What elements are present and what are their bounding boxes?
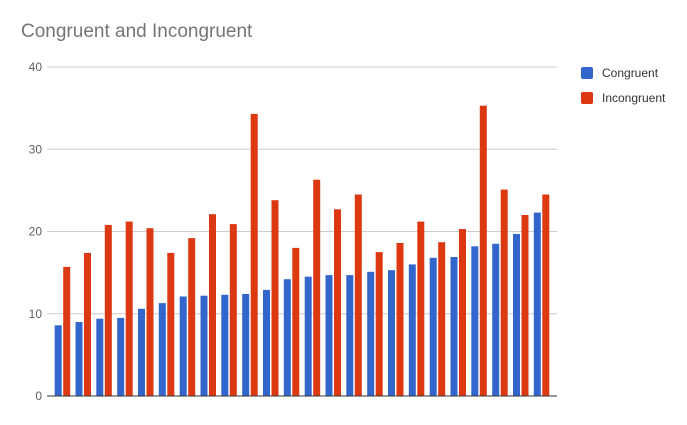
bar-incongruent-14[interactable]	[334, 209, 341, 396]
y-tick-label: 30	[29, 142, 43, 156]
bar-incongruent-18[interactable]	[417, 221, 425, 396]
y-tick-label: 40	[29, 60, 43, 74]
y-tick-label: 10	[29, 307, 43, 321]
bar-incongruent-23[interactable]	[521, 215, 529, 396]
bar-congruent-4[interactable]	[117, 317, 125, 396]
bar-congruent-15[interactable]	[346, 275, 354, 396]
bar-congruent-17[interactable]	[388, 270, 395, 396]
bar-incongruent-1[interactable]	[63, 266, 71, 396]
bar-congruent-18[interactable]	[408, 264, 416, 396]
bar-incongruent-15[interactable]	[354, 194, 362, 397]
bar-congruent-2[interactable]	[75, 322, 83, 396]
legend-label-congruent: Congruent	[602, 65, 659, 80]
bar-congruent-12[interactable]	[283, 279, 291, 396]
y-tick-label: 0	[35, 389, 42, 403]
bar-congruent-22[interactable]	[492, 243, 500, 396]
bar-incongruent-7[interactable]	[188, 238, 196, 396]
bar-series	[54, 105, 550, 397]
legend-item-incongruent[interactable]: Incongruent	[581, 85, 665, 110]
bar-incongruent-6[interactable]	[167, 252, 175, 396]
legend-item-congruent[interactable]: Congruent	[581, 60, 665, 85]
chart-title: Congruent and Incongruent	[21, 21, 253, 42]
legend-swatch-congruent	[581, 66, 593, 79]
legend: Congruent Incongruent	[581, 60, 665, 110]
bar-congruent-11[interactable]	[263, 289, 270, 396]
bar-congruent-8[interactable]	[200, 295, 208, 396]
bar-incongruent-20[interactable]	[459, 229, 466, 396]
bar-incongruent-3[interactable]	[104, 224, 112, 396]
bar-congruent-3[interactable]	[96, 318, 104, 396]
bar-incongruent-2[interactable]	[84, 252, 91, 396]
bar-congruent-5[interactable]	[138, 308, 145, 396]
bar-congruent-1[interactable]	[54, 325, 62, 396]
bar-incongruent-12[interactable]	[292, 247, 300, 396]
bar-congruent-16[interactable]	[367, 271, 375, 396]
bar-incongruent-9[interactable]	[229, 224, 237, 396]
bar-congruent-9[interactable]	[221, 294, 229, 396]
y-axis-tick-labels: 0 10 20 30 40	[29, 60, 43, 403]
bar-incongruent-16[interactable]	[375, 252, 383, 396]
bar-congruent-14[interactable]	[325, 275, 333, 396]
bar-congruent-10[interactable]	[242, 294, 250, 396]
legend-swatch-incongruent	[581, 91, 593, 104]
bar-incongruent-17[interactable]	[396, 243, 404, 396]
bar-incongruent-10[interactable]	[250, 113, 258, 397]
bar-incongruent-22[interactable]	[500, 189, 508, 396]
bar-congruent-23[interactable]	[513, 234, 520, 396]
bar-incongruent-24[interactable]	[542, 194, 550, 397]
bar-congruent-20[interactable]	[450, 257, 458, 396]
bar-congruent-21[interactable]	[471, 246, 479, 396]
bar-incongruent-11[interactable]	[271, 200, 279, 396]
bar-congruent-13[interactable]	[304, 276, 312, 396]
legend-label-incongruent: Incongruent	[602, 90, 666, 105]
bar-incongruent-19[interactable]	[438, 242, 446, 396]
bar-incongruent-5[interactable]	[146, 228, 154, 396]
bar-congruent-19[interactable]	[429, 257, 437, 396]
bar-incongruent-4[interactable]	[125, 221, 133, 396]
y-tick-label: 20	[29, 225, 43, 239]
bar-incongruent-13[interactable]	[313, 179, 321, 396]
bar-congruent-7[interactable]	[179, 296, 187, 397]
bar-congruent-6[interactable]	[158, 303, 166, 396]
bar-incongruent-21[interactable]	[479, 105, 487, 396]
bar-congruent-24[interactable]	[533, 212, 541, 396]
bar-incongruent-8[interactable]	[209, 214, 216, 396]
